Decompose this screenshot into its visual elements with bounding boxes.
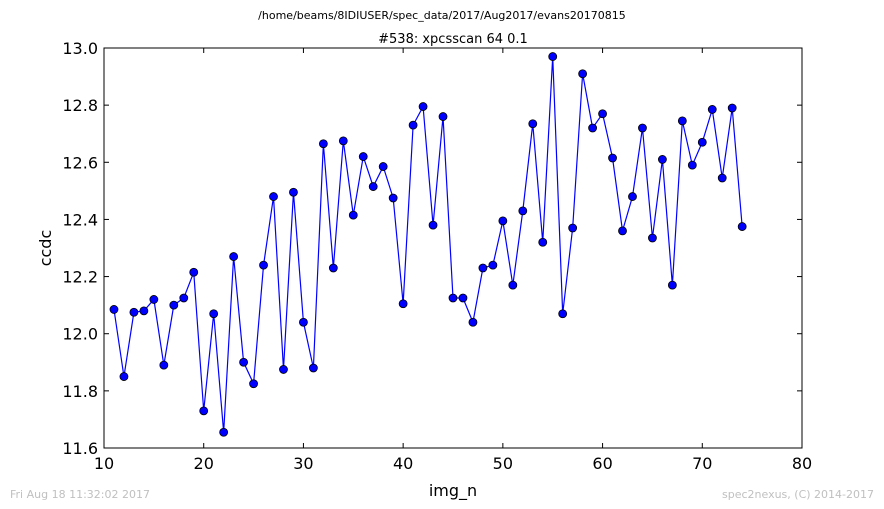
data-point [648,233,657,243]
data-point [269,192,278,201]
x-tick-label: 40 [393,454,413,473]
data-point [149,295,159,304]
data-point [518,206,528,216]
x-tick-label: 70 [692,454,712,473]
data-point [179,293,189,303]
data-point [199,406,209,416]
data-point [249,379,258,389]
data-point [608,153,617,163]
data-point [259,260,268,270]
data-point [717,173,727,183]
data-point [498,216,508,226]
data-point [348,210,358,220]
data-point [737,222,747,231]
data-series [109,52,747,437]
x-tick-label: 60 [592,454,612,473]
y-tick-label: 11.6 [62,439,98,458]
file-path-title: /home/beams/8IDIUSER/spec_data/2017/Aug2… [258,9,626,22]
data-point [478,263,488,273]
y-tick-label: 12.0 [62,325,98,344]
data-point [568,223,578,233]
data-point [109,305,119,314]
x-tick-label: 20 [194,454,214,473]
data-point [488,260,498,270]
data-point [528,119,538,129]
data-point [618,226,627,236]
data-point [378,162,388,171]
data-point [159,360,169,370]
data-point [189,267,199,277]
data-point [538,237,548,247]
data-point [408,120,418,130]
data-point [289,187,298,197]
data-point [119,372,129,381]
data-point [318,139,328,149]
axis-ticks: 10 20 30 40 50 60 70 80 11.6 11.8 12.0 12.2 12.4 12.6… [62,39,812,473]
x-tick-label: 10 [94,454,114,473]
data-point [468,317,478,327]
data-point [598,109,607,119]
series-line [113,56,743,433]
x-axis-label: img_n [429,481,477,501]
data-point [628,192,637,201]
data-point [129,307,139,317]
data-point [727,103,737,113]
data-point [707,105,717,114]
chart-title: #538: xpcsscan 64 0.1 [378,32,528,47]
y-tick-label: 12.4 [62,210,98,229]
data-point [588,123,597,133]
plot-frame [103,47,803,449]
data-point [358,152,368,161]
data-point [677,116,687,126]
footer-timestamp: Fri Aug 18 11:32:02 2017 [10,488,150,501]
data-point [687,160,697,170]
data-point [667,280,677,290]
data-point [338,136,348,146]
data-point [209,309,219,319]
y-axis-label: ccdc [36,230,55,267]
y-tick-label: 12.2 [62,268,98,287]
data-point [328,263,338,273]
data-point [299,317,308,327]
data-point [169,300,179,310]
data-point [458,293,468,303]
data-point [229,252,239,261]
data-point [279,365,288,374]
data-point [548,52,558,61]
data-point [219,427,229,437]
data-point [578,69,588,79]
y-tick-label: 12.8 [62,96,98,115]
x-tick-label: 30 [293,454,313,473]
data-point [418,102,428,111]
data-point [448,293,458,303]
data-point [558,309,568,319]
data-point [398,299,408,309]
y-tick-label: 12.6 [62,153,98,172]
x-tick-label: 80 [792,454,812,473]
data-point [508,280,518,290]
data-point [438,112,448,121]
data-point [139,306,149,316]
data-point [658,155,667,164]
x-tick-label: 50 [493,454,513,473]
y-tick-label: 13.0 [62,39,98,58]
data-point [308,363,318,373]
data-point [388,193,398,203]
data-point [697,137,707,147]
data-point [638,123,647,133]
footer-credit: spec2nexus, (C) 2014-2017 [722,488,874,501]
data-point [428,220,438,230]
data-point [368,182,378,191]
data-point [239,357,249,367]
y-tick-label: 11.8 [62,382,98,401]
